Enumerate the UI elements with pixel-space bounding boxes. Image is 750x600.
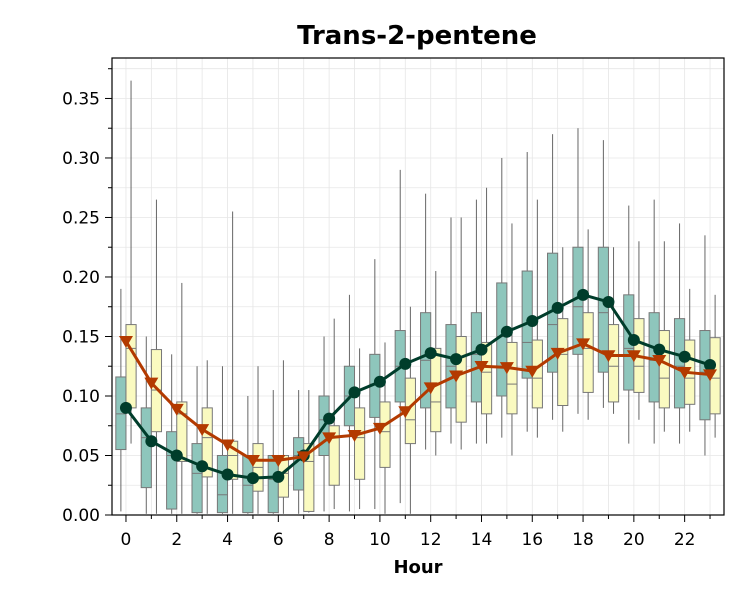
- mean-point: [423, 382, 438, 395]
- x-tick-label: 12: [420, 530, 442, 550]
- mean-point: [626, 350, 641, 363]
- y-tick-label: 0.25: [62, 208, 100, 228]
- mean-point: [196, 460, 209, 473]
- mean-point: [272, 470, 285, 483]
- box: [557, 318, 569, 407]
- mean-lines: [118, 288, 718, 485]
- box: [140, 407, 152, 489]
- x-tick-label: 18: [572, 530, 594, 550]
- mean-point: [704, 359, 717, 372]
- box: [216, 454, 229, 514]
- y-tick-label: 0.00: [62, 506, 100, 526]
- box: [470, 312, 482, 403]
- mean-point: [449, 370, 464, 383]
- mean-point: [577, 288, 590, 301]
- mean-point: [271, 455, 286, 467]
- mean-point: [499, 362, 514, 375]
- mean-point: [602, 295, 615, 308]
- box: [303, 443, 315, 512]
- y-tick-label: 0.05: [62, 446, 100, 466]
- mean-point: [475, 343, 488, 356]
- mean-point: [372, 422, 387, 435]
- mean-point: [399, 357, 412, 370]
- mean-point: [170, 449, 183, 462]
- mean-point: [245, 455, 260, 467]
- x-tick-label: 16: [521, 530, 543, 550]
- mean-point: [526, 315, 539, 328]
- y-tick-label: 0.35: [62, 89, 100, 109]
- mean-point: [551, 301, 564, 314]
- mean-point: [246, 472, 259, 485]
- mean-point: [601, 350, 616, 363]
- mean-point: [221, 468, 234, 481]
- mean-point: [145, 435, 158, 448]
- box: [201, 407, 213, 478]
- box: [176, 401, 188, 462]
- mean-point: [373, 375, 386, 388]
- y-tick-label: 0.20: [62, 268, 100, 288]
- box: [328, 425, 340, 486]
- x-tick-label: 22: [674, 530, 696, 550]
- box: [354, 407, 366, 480]
- mean-point: [348, 386, 361, 399]
- plot-frame: [111, 57, 725, 516]
- x-axis-label: Hour: [393, 557, 442, 578]
- box: [673, 318, 686, 409]
- mean-point: [550, 347, 565, 360]
- mean-point: [323, 412, 336, 425]
- mean-point: [144, 377, 159, 390]
- box: [480, 341, 493, 415]
- x-tick-label: 2: [171, 530, 182, 550]
- x-tick-label: 4: [222, 530, 233, 550]
- mean-point: [627, 334, 640, 347]
- box: [150, 349, 163, 433]
- box: [166, 431, 178, 510]
- y-tick-label: 0.30: [62, 149, 100, 169]
- box: [379, 401, 391, 468]
- mean-point: [525, 365, 540, 378]
- mean-point: [500, 325, 513, 338]
- mean-point: [653, 343, 666, 356]
- box: [597, 246, 609, 373]
- x-tick-label: 20: [623, 530, 645, 550]
- mean-point: [195, 424, 210, 436]
- box: [582, 312, 594, 393]
- mean-point: [169, 403, 184, 416]
- box: [658, 330, 670, 409]
- box: [191, 443, 203, 514]
- mean-point: [474, 360, 489, 373]
- mean-point: [347, 430, 362, 442]
- x-tick-label: 10: [369, 530, 391, 550]
- y-tick-label: 0.10: [62, 387, 100, 407]
- mean-point: [398, 406, 413, 419]
- box: [607, 324, 620, 403]
- axes: 0 2 4 6 8 10 12 14 16 18 20 22 0.00 0.05 0.10 0.15 0.20 0…: [62, 68, 711, 550]
- y-tick-label: 0.15: [62, 327, 100, 347]
- mean-point: [296, 451, 311, 464]
- mean-point: [677, 366, 692, 379]
- mean-point: [576, 338, 591, 351]
- mean-point: [424, 347, 437, 360]
- mean-point: [652, 355, 667, 367]
- x-tick-label: 6: [273, 530, 284, 550]
- mean-point: [118, 335, 133, 348]
- x-tick-label: 14: [471, 530, 493, 550]
- chart-title: Trans-2-pentene: [297, 21, 537, 51]
- box: [506, 341, 518, 415]
- x-tick-label: 8: [324, 530, 335, 550]
- mean-point: [450, 353, 463, 366]
- mean-point: [322, 432, 337, 445]
- mean-point: [220, 439, 235, 452]
- mean-point: [678, 350, 691, 363]
- mean-point: [703, 369, 718, 382]
- x-tick-label: 0: [121, 530, 132, 550]
- mean-point: [119, 401, 132, 414]
